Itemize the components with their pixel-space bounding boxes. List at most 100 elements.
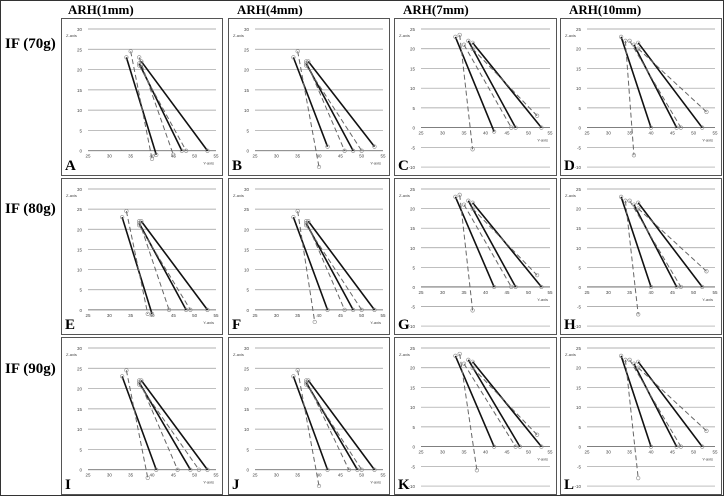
data-point xyxy=(674,125,679,130)
y-tick-label: 10 xyxy=(576,405,582,410)
y-tick-label: 20 xyxy=(576,366,582,371)
data-point xyxy=(175,467,180,472)
data-point xyxy=(306,59,311,64)
y-tick-label: 25 xyxy=(410,187,416,192)
x-axis-label: Y-axis xyxy=(370,320,381,325)
y-tick-label: 20 xyxy=(410,366,416,371)
panel-h: -10 -5 0 5 10 15 20 25 Z-axis 25 30 35 40 45 50 55 Y-axi… xyxy=(560,178,722,335)
data-point xyxy=(372,307,377,312)
dashed-series-line xyxy=(459,34,474,150)
data-point xyxy=(342,148,347,153)
solid-series-line xyxy=(292,376,329,470)
panel-letter: K xyxy=(398,477,410,493)
data-point xyxy=(461,202,467,207)
data-point xyxy=(166,307,172,312)
data-point xyxy=(700,125,705,130)
data-point xyxy=(457,32,462,38)
data-point xyxy=(704,109,709,114)
data-point xyxy=(636,312,641,317)
data-point xyxy=(346,467,351,472)
data-point xyxy=(316,164,322,170)
y-tick-label: 0 xyxy=(578,445,581,450)
solid-series-line xyxy=(633,363,678,447)
data-point xyxy=(466,198,471,203)
y-axis-label: Z-axis xyxy=(399,33,410,38)
data-point xyxy=(295,49,300,54)
dashed-series-line xyxy=(305,221,346,311)
solid-series-line xyxy=(633,44,678,128)
y-tick-label: -5 xyxy=(577,305,581,310)
x-axis-label: Y-axis xyxy=(370,161,381,166)
data-point xyxy=(648,444,654,449)
data-point xyxy=(491,284,497,290)
x-tick-label: 35 xyxy=(128,313,134,318)
data-point xyxy=(124,209,129,214)
panel-letter: B xyxy=(232,158,243,174)
dashed-series-line xyxy=(130,51,153,159)
x-tick-label: 30 xyxy=(440,131,446,136)
y-tick-label: 10 xyxy=(77,108,83,113)
y-tick-label: 15 xyxy=(244,407,250,412)
dashed-series-line xyxy=(297,211,316,323)
y-tick-label: 10 xyxy=(410,405,416,410)
x-tick-label: 45 xyxy=(504,131,510,136)
y-tick-label: 5 xyxy=(412,106,415,111)
y-axis-label: Z-axis xyxy=(565,352,576,357)
y-tick-label: 20 xyxy=(576,47,582,52)
data-point xyxy=(205,467,210,472)
y-tick-label: 15 xyxy=(244,247,250,252)
data-point xyxy=(137,382,142,387)
y-tick-label: 15 xyxy=(77,88,83,93)
data-point xyxy=(453,194,458,199)
solid-series-line xyxy=(471,42,543,129)
x-tick-label: 55 xyxy=(380,473,386,478)
data-point xyxy=(120,215,125,220)
data-point xyxy=(304,219,309,224)
data-point xyxy=(627,357,632,362)
x-tick-label: 25 xyxy=(418,131,424,136)
y-tick-label: 30 xyxy=(244,187,250,192)
y-axis-label: Z-axis xyxy=(565,33,576,38)
x-tick-label: 40 xyxy=(483,450,489,455)
y-tick-label: 5 xyxy=(246,447,249,452)
solid-series-line xyxy=(140,220,209,311)
x-tick-label: 50 xyxy=(359,473,365,478)
data-point xyxy=(137,63,142,68)
x-tick-label: 35 xyxy=(295,154,301,159)
dashed-series-line xyxy=(305,65,363,151)
dashed-series-line xyxy=(297,51,320,168)
x-tick-label: 35 xyxy=(461,450,467,455)
data-point xyxy=(304,382,309,387)
x-tick-label: 35 xyxy=(295,313,301,318)
data-point xyxy=(453,34,458,39)
x-tick-label: 25 xyxy=(252,154,258,159)
y-tick-label: 5 xyxy=(412,265,415,270)
data-point xyxy=(184,307,189,312)
data-point xyxy=(325,144,330,149)
data-point xyxy=(648,284,654,290)
solid-series-line xyxy=(307,60,376,148)
data-point xyxy=(704,428,709,433)
y-tick-label: 0 xyxy=(578,285,581,290)
x-tick-label: 50 xyxy=(691,290,697,295)
y-tick-label: 15 xyxy=(410,385,416,390)
data-point xyxy=(139,378,144,383)
data-point xyxy=(623,357,628,362)
y-tick-label: 0 xyxy=(79,308,82,313)
y-tick-label: 0 xyxy=(246,308,249,313)
y-tick-label: 15 xyxy=(77,407,83,412)
y-tick-label: 10 xyxy=(77,268,83,273)
data-point xyxy=(149,311,155,316)
dashed-series-line xyxy=(138,65,187,151)
panel-a: 0 5 10 15 20 25 30 Z-axis 25 30 35 40 45 50 55 Y-axis A xyxy=(61,18,223,176)
x-tick-label: 30 xyxy=(606,450,612,455)
solid-series-line xyxy=(292,216,329,311)
y-tick-label: 25 xyxy=(77,47,83,52)
y-tick-label: 20 xyxy=(576,207,582,212)
x-tick-label: 50 xyxy=(192,313,198,318)
data-point xyxy=(188,467,193,472)
x-tick-label: 35 xyxy=(627,450,633,455)
y-tick-label: 20 xyxy=(244,387,250,392)
data-point xyxy=(120,374,125,379)
y-tick-label: 0 xyxy=(79,149,82,154)
